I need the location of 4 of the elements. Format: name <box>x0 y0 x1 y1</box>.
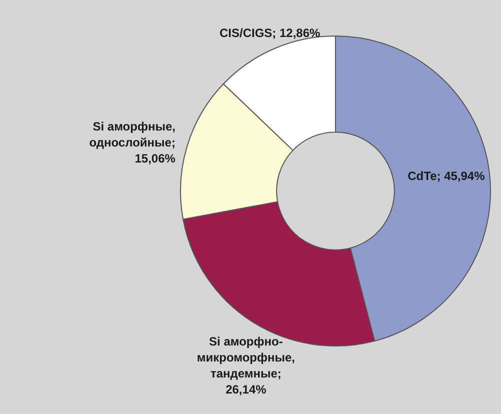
slice-label: Si аморфно-микроморфные, тандемные; 26,14% <box>196 334 296 396</box>
slice-label: CIS/CIGS; 12,86% <box>219 26 321 40</box>
slice-label: CdTe; 45,94% <box>408 169 486 184</box>
slice-label: Si аморфные, однослойные; 15,06% <box>89 120 176 166</box>
